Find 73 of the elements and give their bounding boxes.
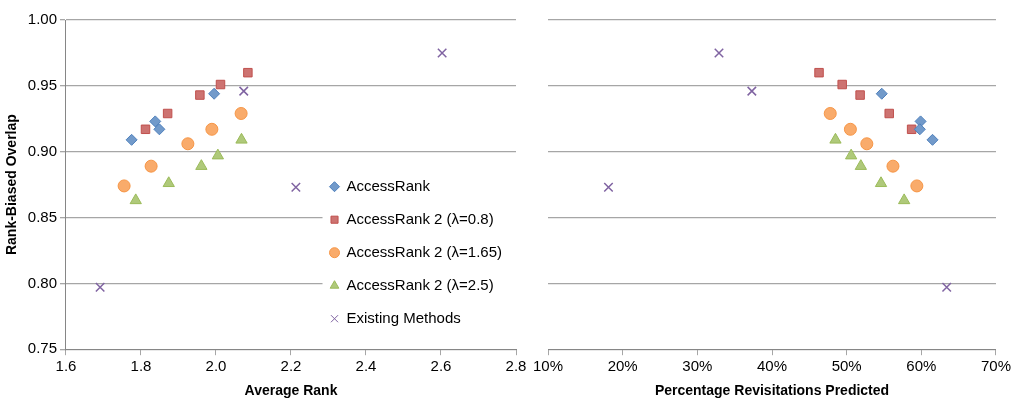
point [437,47,448,58]
x-tick-label: 30% [682,357,713,375]
point [140,124,151,135]
point [814,67,824,78]
point [910,179,924,193]
point [875,87,888,100]
point [153,123,166,136]
point [162,176,175,188]
y-tick-label: 0.75 [27,339,57,357]
point [837,79,847,90]
legend-label: AccessRank 2 (λ=1.65) [346,242,503,260]
point [926,133,939,146]
legend-label: Existing Methods [346,308,461,326]
point [874,176,888,188]
x-tick-label: 2.8 [505,357,527,375]
point [162,108,173,119]
y-tick-label: 1.00 [27,10,57,28]
point [855,90,865,100]
x-tick-label: 70% [980,357,1011,375]
x-tick-label: 2.0 [205,357,227,375]
x-tick-label: 2.4 [355,357,377,375]
x-tick-label: 1.8 [130,357,152,375]
point [906,124,917,135]
y-tick-label: 0.90 [27,141,57,159]
x-tick-label: 2.2 [280,357,302,375]
point [898,193,911,205]
point [714,47,724,58]
point [843,122,857,136]
point [205,122,219,136]
y-tick-label: 0.80 [27,273,57,291]
y-tick-label: 0.95 [27,75,57,93]
point [886,159,900,173]
point [238,86,249,97]
point [941,282,952,293]
x-axis-title: Average Rank [244,382,338,399]
point [181,137,195,151]
point [746,86,757,97]
y-tick-label: 0.85 [27,207,57,225]
point [845,148,858,160]
x-tick-label: 20% [607,357,638,375]
x-tick-label: 40% [756,357,788,375]
legend-label: AccessRank [346,176,431,194]
point [125,133,138,146]
point [603,182,614,193]
legend-label: AccessRank 2 (λ=2.5) [346,275,494,293]
point [95,282,106,293]
legend-label: AccessRank 2 (λ=0.8) [346,209,494,227]
point [884,108,894,119]
x-axis-title: Percentage Revisitations Predicted [654,382,890,399]
point [211,148,224,160]
point [129,193,142,205]
point [854,159,867,170]
point [243,67,253,78]
point [823,106,837,120]
x-tick-label: 2.6 [430,357,452,375]
x-tick-label: 1.6 [55,357,77,375]
y-axis-title: Rank-Biased Overlap [3,114,20,256]
point [117,179,131,193]
point [149,115,162,128]
point [234,106,248,120]
point [235,132,248,144]
point [290,182,301,193]
point [215,79,226,90]
x-tick-label: 50% [831,357,862,375]
point [829,132,842,144]
point [860,137,874,151]
point [913,123,926,136]
x-tick-label: 10% [533,357,564,375]
point [144,159,158,173]
point [195,90,205,100]
point [208,87,221,100]
point [195,159,208,170]
x-tick-label: 60% [906,357,937,375]
